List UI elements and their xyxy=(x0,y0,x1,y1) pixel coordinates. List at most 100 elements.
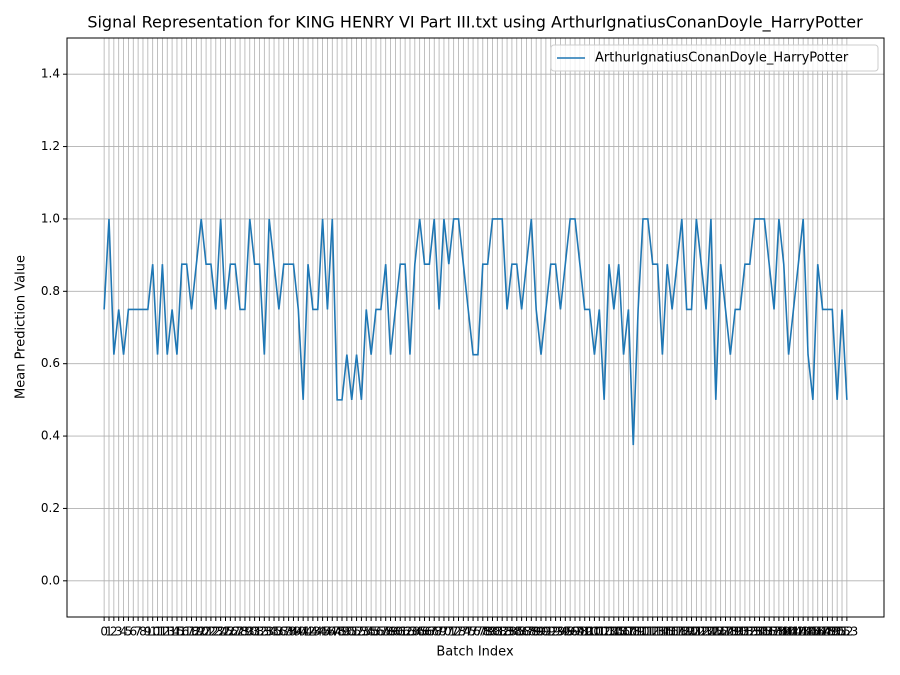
x-tick-label: 141 xyxy=(777,625,800,639)
x-axis-label: Batch Index xyxy=(436,645,514,660)
x-tick-label: 20 xyxy=(194,625,209,639)
x-tick-label: 8 xyxy=(139,625,147,639)
x-tick-label: 134 xyxy=(743,625,766,639)
x-tick-label: 90 xyxy=(533,625,548,639)
x-tick-label: 12 xyxy=(155,625,170,639)
x-tick-label: 27 xyxy=(228,625,243,639)
x-tick-label: 57 xyxy=(373,625,388,639)
x-tick-label: 49 xyxy=(334,625,349,639)
x-tick-label: 22 xyxy=(203,625,218,639)
plot-frame xyxy=(66,37,885,618)
x-tick-label: 127 xyxy=(709,625,732,639)
y-tick-label: 0.6 xyxy=(41,356,60,370)
line-series xyxy=(103,218,848,446)
x-tick-label: 25 xyxy=(218,625,233,639)
y-tick-label: 0.2 xyxy=(41,501,60,515)
x-tick-label: 138 xyxy=(763,625,786,639)
x-tick-label: 38 xyxy=(281,625,296,639)
x-tick-label: 56 xyxy=(368,625,383,639)
x-tick-label: 65 xyxy=(412,625,427,639)
x-tick-label: 0 xyxy=(100,625,108,639)
chart-title: Signal Representation for KING HENRY VI … xyxy=(87,13,863,33)
x-tick-label: 148 xyxy=(811,625,834,639)
x-tick-label: 119 xyxy=(670,625,693,639)
x-tick-label: 43 xyxy=(305,625,320,639)
x-tick-label: 42 xyxy=(300,625,315,639)
x-tick-label: 143 xyxy=(787,625,810,639)
x-tick-label: 82 xyxy=(495,625,510,639)
x-tick-label: 47 xyxy=(325,625,340,639)
x-tick-label: 37 xyxy=(276,625,291,639)
x-tick-label: 60 xyxy=(388,625,403,639)
y-tick-label: 0.0 xyxy=(41,573,60,587)
x-tick-label: 117 xyxy=(661,625,684,639)
x-tick-label: 23 xyxy=(208,625,223,639)
x-tick-label: 130 xyxy=(724,625,747,639)
x-tick-label: 4 xyxy=(120,625,128,639)
x-tick-label: 100 xyxy=(578,625,601,639)
x-tick-label: 79 xyxy=(480,625,495,639)
x-tick-label: 2 xyxy=(110,625,118,639)
x-tick-label: 5 xyxy=(125,625,133,639)
x-tick-label: 136 xyxy=(753,625,776,639)
x-tick-label: 96 xyxy=(563,625,578,639)
x-tick-label: 58 xyxy=(378,625,393,639)
x-tick-label: 19 xyxy=(189,625,204,639)
x-tick-label: 11 xyxy=(150,625,165,639)
x-tick-label: 88 xyxy=(524,625,539,639)
x-tick-label: 89 xyxy=(529,625,544,639)
x-tick-label: 152 xyxy=(831,625,854,639)
x-tick-label: 144 xyxy=(792,625,815,639)
x-tick-label: 103 xyxy=(593,625,616,639)
x-tick-label: 66 xyxy=(417,625,432,639)
x-tick-label: 150 xyxy=(821,625,844,639)
x-tick-label: 116 xyxy=(656,625,679,639)
x-tick-label: 50 xyxy=(339,625,354,639)
x-tick-label: 115 xyxy=(651,625,674,639)
x-tick-label: 128 xyxy=(714,625,737,639)
x-tick-label: 121 xyxy=(680,625,703,639)
x-tick-label: 53 xyxy=(354,625,369,639)
x-tick-label: 46 xyxy=(320,625,335,639)
x-tick-label: 35 xyxy=(266,625,281,639)
x-tick-label: 55 xyxy=(363,625,378,639)
x-tick-label: 73 xyxy=(451,625,466,639)
x-tick-label: 80 xyxy=(485,625,500,639)
x-tick-label: 44 xyxy=(310,625,325,639)
x-tick-label: 39 xyxy=(286,625,301,639)
x-tick-label: 70 xyxy=(436,625,451,639)
x-tick-label: 62 xyxy=(397,625,412,639)
x-tick-label: 101 xyxy=(583,625,606,639)
x-tick-label: 13 xyxy=(160,625,175,639)
x-tick-label: 87 xyxy=(519,625,534,639)
x-tick-label: 14 xyxy=(164,625,179,639)
x-tick-label: 26 xyxy=(223,625,238,639)
x-tick-label: 32 xyxy=(252,625,267,639)
x-tick-label: 3 xyxy=(115,625,123,639)
y-tick-label: 0.4 xyxy=(41,429,60,443)
y-tick-label: 0.8 xyxy=(41,284,60,298)
x-tick-label: 21 xyxy=(198,625,213,639)
x-tick-label: 84 xyxy=(504,625,519,639)
x-tick-label: 109 xyxy=(622,625,645,639)
x-tick-label: 105 xyxy=(602,625,625,639)
x-tick-label: 126 xyxy=(704,625,727,639)
x-tick-label: 24 xyxy=(213,625,228,639)
x-tick-label: 146 xyxy=(801,625,824,639)
x-tick-label: 77 xyxy=(470,625,485,639)
x-tick-label: 52 xyxy=(349,625,364,639)
x-tick-label: 108 xyxy=(617,625,640,639)
x-tick-label: 147 xyxy=(806,625,829,639)
x-tick-label: 97 xyxy=(567,625,582,639)
x-tick-label: 104 xyxy=(598,625,621,639)
x-tick-label: 139 xyxy=(767,625,790,639)
x-tick-label: 33 xyxy=(257,625,272,639)
x-tick-label: 9 xyxy=(144,625,152,639)
x-tick-label: 93 xyxy=(548,625,563,639)
x-tick-label: 118 xyxy=(666,625,689,639)
x-tick-label: 48 xyxy=(330,625,345,639)
x-tick-label: 10 xyxy=(145,625,160,639)
x-tick-label: 16 xyxy=(174,625,189,639)
y-tick-label: 1.0 xyxy=(41,211,60,225)
